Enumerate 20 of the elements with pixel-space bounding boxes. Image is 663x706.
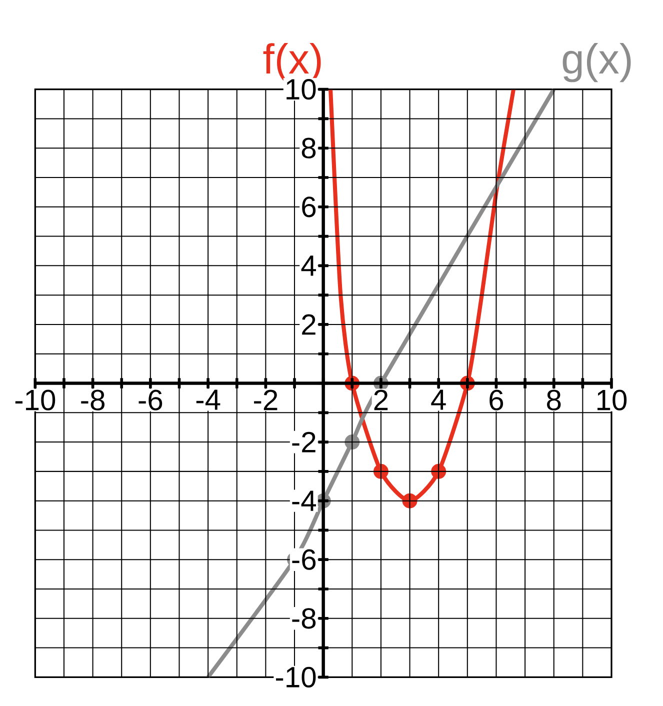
x-tick-label: 4	[431, 390, 446, 410]
series-label: g(x)	[562, 43, 631, 82]
y-tick-label: 2	[302, 314, 316, 335]
y-tick-label: -4	[292, 490, 316, 511]
y-tick-label: -6	[292, 549, 316, 570]
y-tick-label: 4	[301, 256, 316, 276]
x-tick-label: -4	[196, 390, 220, 410]
y-tick-label: -10	[276, 666, 316, 688]
x-tick-label: 2	[374, 390, 388, 410]
x-tick-label: 6	[490, 390, 504, 410]
y-tick-label: -2	[292, 432, 316, 452]
x-tick-label: 10	[598, 390, 627, 410]
x-tick-label: -6	[138, 390, 162, 410]
x-tick-label: -2	[254, 390, 278, 410]
x-tick-label: -8	[81, 390, 105, 410]
x-tick-label: 8	[547, 390, 561, 410]
y-tick-label: -8	[292, 608, 316, 629]
x-tick-label: -10	[15, 390, 56, 410]
y-tick-label: 6	[302, 196, 316, 218]
y-tick-label: 8	[302, 138, 316, 158]
